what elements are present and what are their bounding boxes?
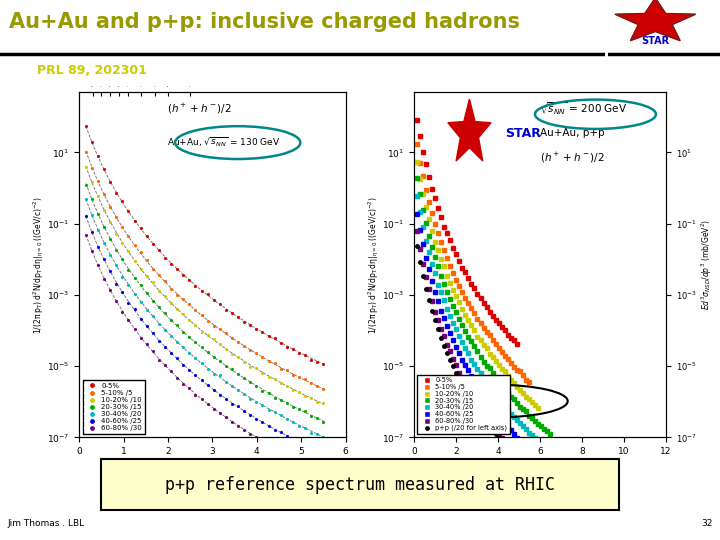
Text: STAR: STAR [505, 127, 541, 140]
Polygon shape [615, 0, 696, 40]
Text: 32: 32 [701, 519, 713, 528]
Text: STAR: STAR [642, 37, 670, 46]
Y-axis label: $Ed^3\sigma_{NSD}/dp^3\ \mathregular{(mb/GeV^2)}$: $Ed^3\sigma_{NSD}/dp^3\ \mathregular{(mb… [699, 219, 714, 310]
Text: Au+Au, $\sqrt{s_{NN}}$ = 130 GeV: Au+Au, $\sqrt{s_{NN}}$ = 130 GeV [167, 135, 280, 148]
Legend: 0-5%, 5-10% /5, 10-20% /10, 20-30% /15, 30-40% /20, 40-60% /25, 60-80% /30: 0-5%, 5-10% /5, 10-20% /10, 20-30% /15, … [83, 380, 145, 434]
Text: Au+Au, p+p: Au+Au, p+p [540, 128, 605, 138]
Text: $\sqrt{s_{NN}}$ = 200 GeV: $\sqrt{s_{NN}}$ = 200 GeV [540, 100, 627, 117]
Legend: 0-5%, 5-10% /5, 10-20% /10, 20-30% /15, 30-40% /20, 40-60% /25, 60-80% /30, p+p : 0-5%, 5-10% /5, 10-20% /10, 20-30% /15, … [418, 375, 510, 434]
Polygon shape [448, 99, 491, 161]
Text: Jim Thomas . LBL: Jim Thomas . LBL [7, 519, 84, 528]
Y-axis label: $\mathregular{1/(2\pi\, p_T)\; d^2N/dp_T\, d\eta|_{\eta=0}\; ((GeV/c)^{-2})}$: $\mathregular{1/(2\pi\, p_T)\; d^2N/dp_T… [31, 195, 46, 334]
X-axis label: $p_T$ (GeV/c): $p_T$ (GeV/c) [186, 462, 238, 476]
Text: $(h^++h^-)/2$: $(h^++h^-)/2$ [167, 102, 232, 116]
X-axis label: $p_T$ (GeV/c): $p_T$ (GeV/c) [514, 462, 566, 476]
Text: Au+Au and p+p: inclusive charged hadrons: Au+Au and p+p: inclusive charged hadrons [9, 11, 520, 31]
Text: PRL 89, 202301: PRL 89, 202301 [37, 64, 147, 77]
Text: p+p reference spectrum measured at RHIC: p+p reference spectrum measured at RHIC [165, 476, 555, 494]
Text: $( h^+ + h^- )/2$: $( h^+ + h^- )/2$ [540, 151, 605, 165]
Y-axis label: $\mathregular{1/(2\pi\, p_T)\; d^2N/dp_T\, d\eta|_{\eta=0}\; ((GeV/c)^{-2})}$: $\mathregular{1/(2\pi\, p_T)\; d^2N/dp_T… [366, 195, 381, 334]
